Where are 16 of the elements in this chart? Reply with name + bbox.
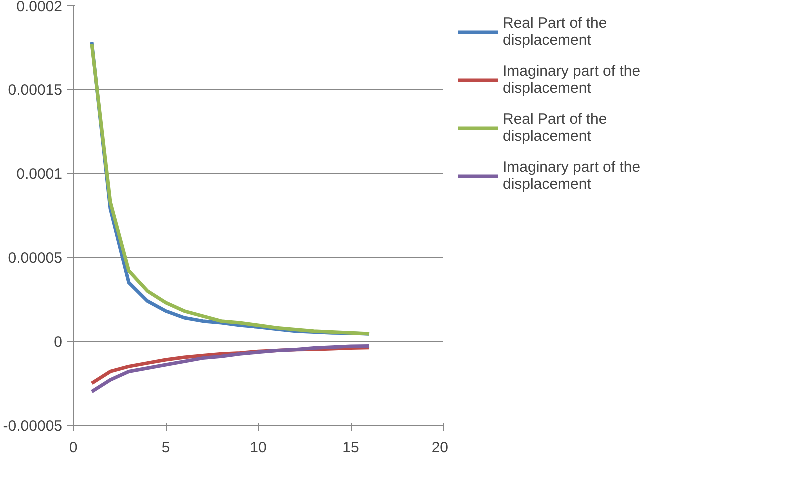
y-tick-label: 0.0001 [16, 166, 63, 183]
legend-label: Real Part of the displacement [503, 111, 608, 145]
legend-label: Imaginary part of the displacement [503, 63, 641, 97]
x-tick-label: 10 [250, 440, 267, 456]
x-tick-label: 20 [432, 440, 449, 456]
legend-label: Real Part of the displacement [503, 15, 608, 49]
y-tick-label: 0.0002 [16, 0, 63, 16]
x-tick-label: 5 [162, 440, 170, 456]
y-tick-label: 0.00015 [8, 82, 63, 99]
x-tick-label: 0 [69, 440, 78, 456]
y-tick-label: 0.00005 [8, 250, 63, 267]
legend-label: Imaginary part of the displacement [503, 159, 641, 193]
y-tick-label: -0.00005 [3, 418, 62, 435]
x-tick-label: 15 [342, 440, 360, 456]
y-tick-label: 0 [54, 334, 62, 351]
line-series [90, 344, 372, 394]
